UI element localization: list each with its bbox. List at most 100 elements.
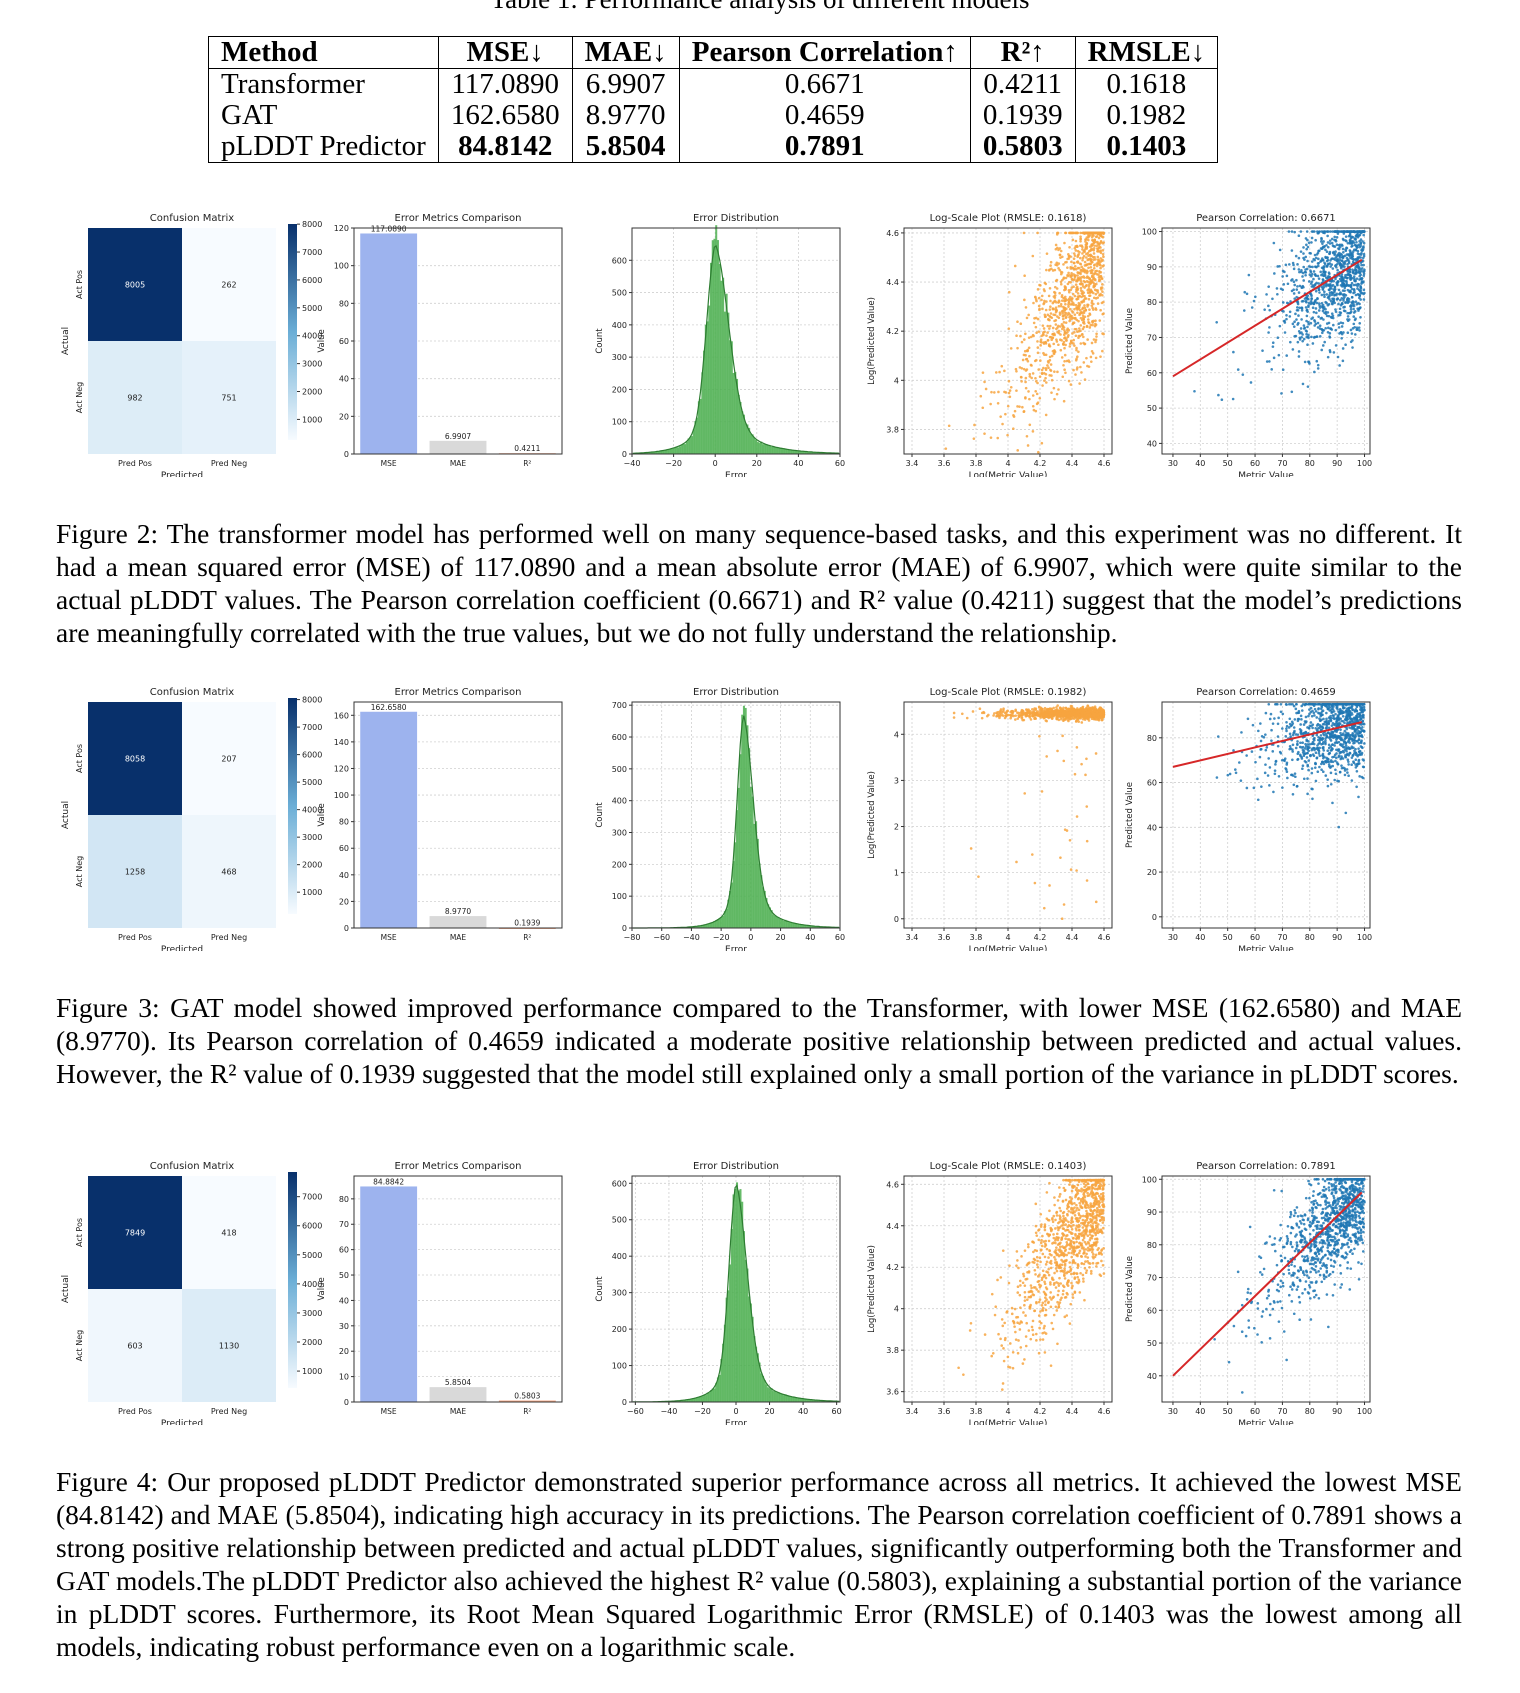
scatter-point — [1020, 711, 1024, 714]
scatter-point — [1193, 389, 1196, 393]
scatter-point — [1307, 749, 1310, 753]
histogram-bin — [647, 452, 650, 454]
scatter-point — [1094, 307, 1097, 310]
chart-histogram: −80 −60 −40 −20 0 20 40 60010020030040050060070… — [595, 687, 845, 951]
histogram-bin — [716, 240, 719, 454]
scatter-point — [1080, 269, 1083, 272]
scatter-point — [1241, 373, 1245, 376]
scatter-point — [1265, 746, 1269, 749]
scatter-point — [1082, 361, 1086, 364]
scatter-point — [1077, 295, 1081, 298]
histogram-bin — [756, 838, 759, 928]
scatter-point — [1329, 265, 1332, 268]
scatter-point — [1310, 241, 1313, 244]
scatter-point — [1090, 304, 1094, 307]
histogram-bin — [708, 305, 711, 454]
scatter-point — [1352, 761, 1356, 764]
scatter-point — [1063, 241, 1066, 245]
scatter-point — [1349, 304, 1352, 308]
scatter-point — [1331, 257, 1334, 260]
scatter-point — [1298, 284, 1302, 288]
scatter-point — [1084, 708, 1088, 712]
scatter-point — [1337, 322, 1341, 326]
x-tick-label: 3.8 — [970, 933, 983, 942]
scatter-point — [1334, 772, 1338, 776]
scatter-point — [1359, 315, 1362, 319]
scatter-point — [1083, 711, 1087, 715]
scatter-point — [1076, 274, 1079, 277]
scatter-point — [1003, 716, 1007, 720]
scatter-point — [1040, 368, 1044, 372]
scatter-point — [1336, 268, 1339, 272]
scatter-point — [1323, 340, 1326, 344]
scatter-point — [1328, 288, 1331, 292]
plot-frame — [903, 701, 1113, 929]
table-row: GAT 162.6580 8.9770 0.4659 0.1939 0.1982 — [208, 100, 1219, 131]
scatter-point — [1331, 747, 1334, 751]
histogram-bin — [664, 449, 667, 454]
scatter-point — [1044, 714, 1048, 718]
scatter-point — [1077, 271, 1080, 275]
scatter-point — [1071, 311, 1075, 314]
scatter-point — [1305, 314, 1309, 318]
scatter-point — [1061, 312, 1064, 315]
scatter-point — [1024, 376, 1028, 380]
scatter-point — [1291, 261, 1295, 265]
scatter-point — [1063, 336, 1067, 339]
histogram-bin — [774, 447, 777, 454]
histogram-bin — [716, 919, 719, 928]
scatter-point — [1339, 298, 1342, 302]
scatter-point — [1267, 702, 1271, 706]
scatter-point — [1272, 790, 1275, 794]
scatter-point — [1059, 282, 1063, 286]
scatter-point — [1307, 265, 1311, 268]
scatter-point — [1336, 232, 1340, 235]
scatter-point — [1080, 333, 1084, 336]
scatter-point — [1009, 385, 1013, 389]
scatter-point — [1329, 327, 1332, 330]
scatter-point — [1231, 397, 1235, 401]
scatter-point — [1310, 335, 1313, 339]
scatter-point — [1031, 430, 1035, 433]
scatter-point — [1337, 825, 1341, 829]
y-axis-label: Actual — [61, 327, 71, 355]
scatter-point — [1266, 774, 1270, 777]
chart-bar: 020406080100120140160162.6580MSE8.9770MA… — [317, 687, 563, 942]
scatter-point — [1245, 754, 1248, 757]
scatter-point — [999, 415, 1002, 418]
histogram-bin — [690, 436, 693, 454]
y-tick-label: 100 — [612, 892, 627, 901]
scatter-point — [1349, 307, 1353, 311]
x-tick-label: −60 — [653, 933, 670, 942]
scatter-point — [1081, 290, 1084, 293]
scatter-point — [1038, 396, 1042, 400]
scatter-point — [1354, 758, 1358, 761]
scatter-point — [1296, 742, 1299, 746]
scatter-point — [1093, 324, 1097, 328]
scatter-point — [1288, 263, 1291, 266]
scatter-point — [1337, 717, 1340, 721]
histogram-bin — [798, 450, 801, 454]
scatter-point — [1301, 333, 1304, 336]
scatter-point — [952, 711, 956, 715]
scatter-point — [1058, 253, 1062, 257]
histogram-bin — [711, 922, 714, 928]
scatter-point — [1079, 342, 1083, 345]
scatter-point — [1353, 741, 1356, 745]
scatter-point — [1300, 709, 1304, 712]
scatter-point — [1312, 711, 1316, 715]
header-r2: R²↑ — [970, 36, 1076, 69]
y-tick-label: 60 — [1147, 369, 1157, 378]
scatter-point — [1055, 287, 1059, 290]
scatter-point — [1042, 366, 1045, 370]
scatter-point — [1345, 736, 1348, 739]
scatter-point — [1258, 755, 1262, 759]
scatter-point — [1292, 292, 1296, 295]
scatter-point — [1331, 708, 1335, 711]
scatter-point — [1307, 702, 1310, 706]
scatter-point — [1320, 760, 1324, 764]
scatter-point — [1328, 733, 1332, 737]
scatter-point — [1256, 777, 1259, 781]
scatter-point — [1083, 378, 1087, 381]
scatter-point — [1073, 327, 1077, 331]
